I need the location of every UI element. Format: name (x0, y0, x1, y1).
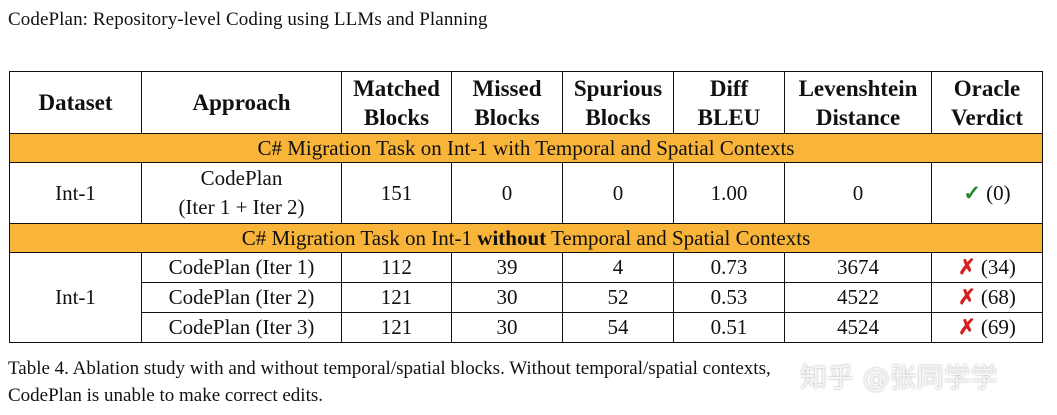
spurious-cell: 54 (562, 312, 674, 343)
levenshtein-cell: 3674 (784, 252, 932, 283)
levenshtein-cell: 0 (784, 162, 932, 224)
missed-cell: 39 (451, 252, 563, 283)
col-matched-blocks: Matched Blocks (341, 71, 452, 134)
col-spurious-blocks: Spurious Blocks (562, 71, 674, 134)
missed-cell: 30 (451, 312, 563, 343)
section-title: C# Migration Task on Int-1 without Tempo… (9, 223, 1043, 253)
matched-cell: 151 (341, 162, 452, 224)
col-levenshtein-distance: Levenshtein Distance (784, 71, 932, 134)
ablation-table: Dataset Approach Matched Blocks Missed Blo… (9, 71, 1043, 343)
table-row: CodePlan (Iter 2) 121 30 52 0.53 4522 ✗ … (10, 282, 1043, 313)
col-dataset: Dataset (9, 71, 142, 134)
spurious-cell: 4 (562, 252, 674, 283)
verdict-cell: ✓ (0) (931, 162, 1043, 224)
col-diff-bleu: Diff BLEU (673, 71, 785, 134)
matched-cell: 112 (341, 252, 452, 283)
table-row: Int-1 CodePlan (Iter 1 + Iter 2) 151 0 0 … (9, 162, 1043, 224)
levenshtein-cell: 4522 (784, 282, 932, 313)
col-oracle-verdict: Oracle Verdict (931, 71, 1043, 134)
bleu-cell: 0.53 (673, 282, 785, 313)
bleu-cell: 1.00 (673, 162, 785, 224)
check-icon: ✓ (963, 180, 981, 205)
verdict-cell: ✗ (34) (931, 252, 1043, 283)
spurious-cell: 52 (562, 282, 674, 313)
section-header-without-context: C# Migration Task on Int-1 without Tempo… (9, 223, 1043, 253)
missed-cell: 30 (451, 282, 563, 313)
table-caption: Table 4. Ablation study with and without… (8, 358, 771, 406)
matched-cell: 121 (341, 312, 452, 343)
table-row: Int-1 CodePlan (Iter 1) 112 39 4 0.73 36… (9, 252, 1043, 343)
section-title: C# Migration Task on Int-1 with Temporal… (9, 133, 1043, 163)
cross-icon: ✗ (958, 315, 976, 339)
levenshtein-cell: 4524 (784, 312, 932, 343)
matched-cell: 121 (341, 282, 452, 313)
running-header: CodePlan: Repository-level Coding using … (8, 9, 488, 30)
cross-icon: ✗ (958, 255, 976, 279)
approach-cell: CodePlan (Iter 1) (141, 252, 342, 283)
approach-cell: CodePlan (Iter 3) (141, 312, 342, 343)
spurious-cell: 0 (562, 162, 674, 224)
bleu-cell: 0.73 (673, 252, 785, 283)
watermark: 知乎 @张同学学 (800, 363, 998, 394)
missed-cell: 0 (451, 162, 563, 224)
dataset-cell: Int-1 (9, 252, 142, 343)
approach-cell: CodePlan (Iter 1 + Iter 2) (141, 162, 342, 224)
cross-icon: ✗ (958, 285, 976, 309)
header-row: Dataset Approach Matched Blocks Missed Blo… (9, 71, 1043, 134)
verdict-cell: ✗ (68) (931, 282, 1043, 313)
col-approach: Approach (141, 71, 342, 134)
section-header-with-context: C# Migration Task on Int-1 with Temporal… (9, 133, 1043, 163)
dataset-cell: Int-1 (9, 162, 142, 224)
col-missed-blocks: Missed Blocks (451, 71, 563, 134)
table-row: CodePlan (Iter 3) 121 30 54 0.51 4524 ✗ … (10, 312, 1043, 343)
approach-cell: CodePlan (Iter 2) (141, 282, 342, 313)
bleu-cell: 0.51 (673, 312, 785, 343)
verdict-cell: ✗ (69) (931, 312, 1043, 343)
